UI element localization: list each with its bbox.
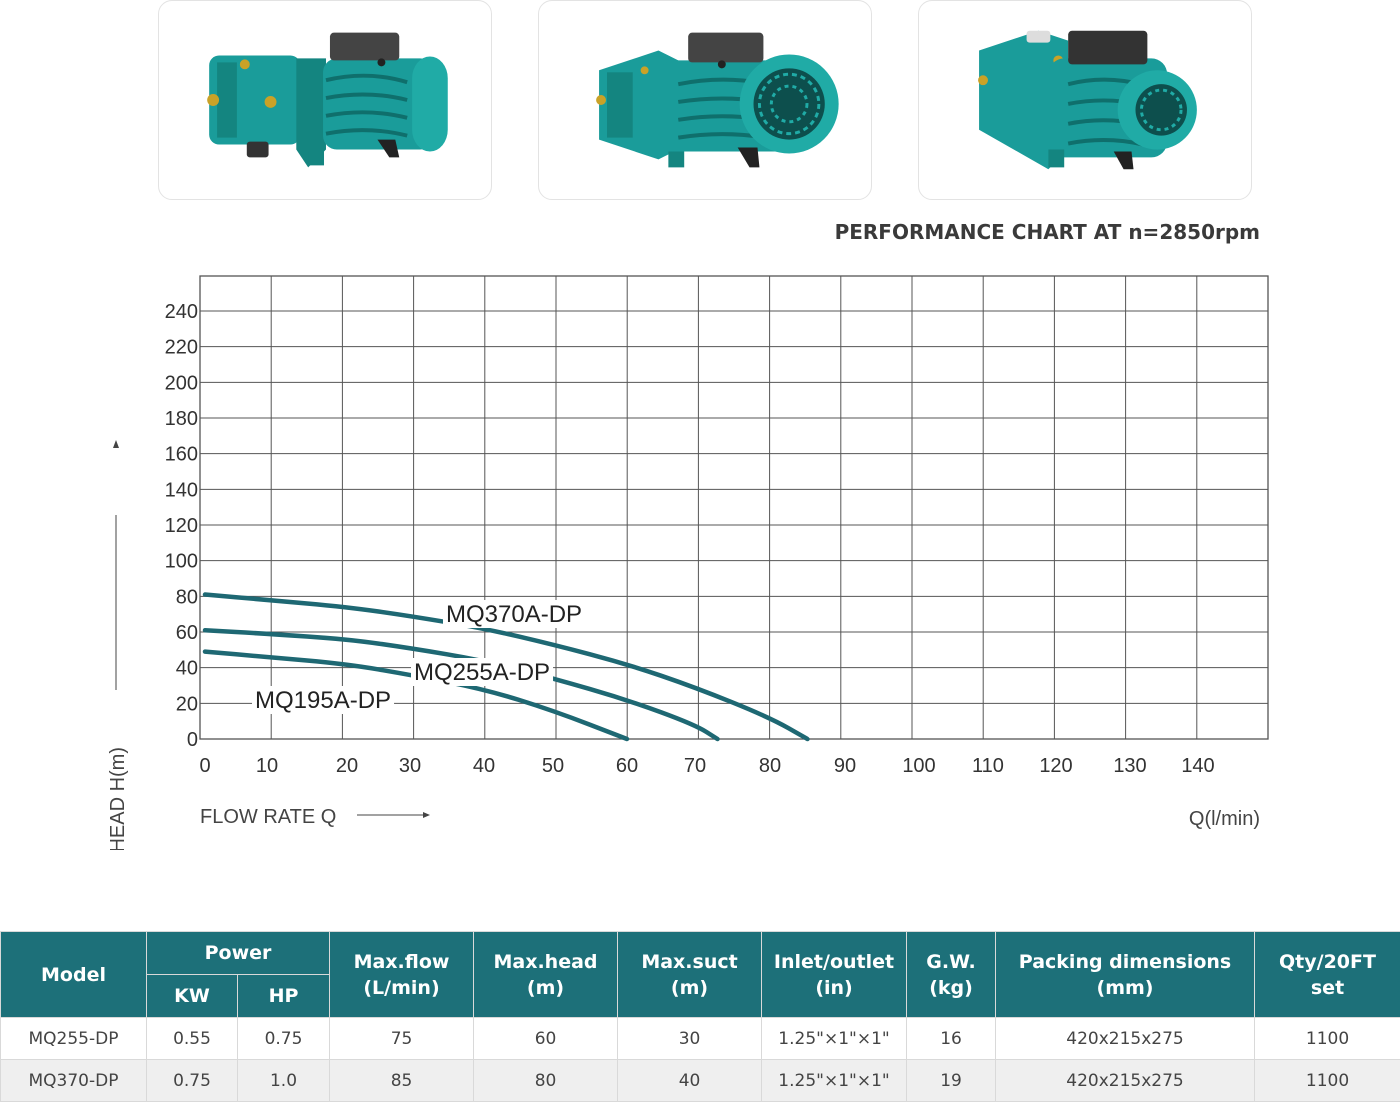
cell-max-head: 80 (473, 1059, 619, 1102)
series-label: MQ255A-DP (414, 659, 550, 686)
x-tick-label: 90 (834, 755, 856, 777)
x-tick-labels: 0 10 20 30 40 50 60 70 80 90 100 110 120 130 140 (199, 755, 1214, 777)
cell-max-flow: 75 (329, 1017, 475, 1060)
y-tick-label: 20 (176, 693, 198, 715)
header-max-head: Max.head (m) (473, 931, 619, 1018)
y-tick-label: 0 (187, 729, 198, 751)
x-tick-label: 10 (256, 755, 278, 777)
product-photo-side (158, 0, 492, 200)
header-qty: Qty/20FT set (1254, 931, 1400, 1018)
y-tick-label: 240 (165, 301, 198, 323)
cell-model: MQ370-DP (0, 1059, 147, 1102)
series-label: MQ370A-DP (446, 601, 582, 628)
y-tick-label: 180 (165, 408, 198, 430)
series-label-bg (252, 686, 395, 714)
cell-qty: 1100 (1254, 1017, 1400, 1060)
y-axis-arrowhead (113, 440, 119, 448)
x-tick-label: 110 (972, 755, 1004, 777)
cell-hp: 1.0 (236, 1059, 331, 1102)
y-tick-label: 100 (165, 551, 198, 573)
chart-title: PERFORMANCE CHART AT n=2850rpm (834, 220, 1260, 244)
y-tick-label: 60 (176, 622, 198, 644)
product-photo-front (538, 0, 872, 200)
header-max-suct: Max.suct (m) (617, 931, 763, 1018)
y-tick-label: 220 (165, 337, 198, 359)
y-tick-label: 120 (165, 515, 198, 537)
x-axis-unit: Q(l/min) (1189, 808, 1260, 830)
x-tick-label: 0 (199, 755, 210, 777)
cell-qty: 1100 (1254, 1059, 1400, 1102)
series-labels: MQ370A-DP MQ255A-DP MQ195A-DP (252, 600, 586, 714)
table-row: MQ255-DP 0.55 0.75 75 60 30 1.25"×1"×1" … (0, 1017, 1400, 1060)
x-tick-label: 40 (473, 755, 495, 777)
y-tick-label: 40 (176, 658, 198, 680)
header-packing: Packing dimensions (mm) (995, 931, 1256, 1018)
pump-front-angle-icon (596, 32, 839, 168)
cell-model: MQ255-DP (0, 1017, 147, 1060)
cell-max-suct: 40 (617, 1059, 763, 1102)
header-hp: HP (236, 974, 331, 1018)
series-label: MQ195A-DP (255, 687, 391, 714)
x-tick-label: 80 (759, 755, 781, 777)
cell-hp: 0.75 (236, 1017, 331, 1060)
y-tick-label: 160 (165, 444, 198, 466)
header-model: Model (0, 931, 147, 1018)
x-tick-label: 30 (399, 755, 421, 777)
header-power: Power (145, 931, 331, 975)
x-tick-label: 140 (1181, 755, 1214, 777)
y-tick-label: 200 (165, 372, 198, 394)
cell-max-flow: 85 (329, 1059, 475, 1102)
series-curve-mq370a-dp (202, 592, 810, 742)
cell-max-head: 60 (473, 1017, 619, 1060)
product-photo-rear (918, 0, 1252, 200)
pump-side-view-icon (207, 32, 448, 168)
cell-inlet-outlet: 1.25"×1"×1" (761, 1017, 908, 1060)
x-tick-label: 120 (1039, 755, 1072, 777)
y-tick-label: 80 (176, 586, 198, 608)
performance-chart: 0 20 40 60 80 100 120 140 160 180 200 220 240 0 10 20 3… (107, 275, 1269, 850)
header-gw: G.W. (kg) (906, 931, 997, 1018)
y-tick-labels: 0 20 40 60 80 100 120 140 160 180 200 220 240 (165, 301, 198, 751)
cell-gw: 16 (906, 1017, 997, 1060)
chart-grid (199, 275, 1269, 740)
y-tick-label: 140 (165, 479, 198, 501)
header-kw: KW (146, 974, 238, 1018)
cell-kw: 0.55 (146, 1017, 238, 1060)
cell-packing: 420x215x275 (995, 1017, 1256, 1060)
y-axis-label: TOTAL HEAD H(m) (107, 747, 129, 850)
x-tick-label: 50 (542, 755, 564, 777)
x-tick-label: 130 (1113, 755, 1146, 777)
series-label-bg (443, 600, 586, 628)
header-max-flow: Max.flow (L/min) (329, 931, 475, 1018)
cell-max-suct: 30 (617, 1017, 763, 1060)
x-tick-label: 70 (684, 755, 706, 777)
series-label-bg (411, 658, 554, 686)
spec-table: Model Power Max.flow (L/min) Max.head (m) … (0, 931, 1400, 1102)
pump-rear-angle-icon (978, 30, 1197, 170)
table-row: MQ370-DP 0.75 1.0 85 80 40 1.25"×1"×1" 1… (0, 1059, 1400, 1102)
header-inlet-outlet: Inlet/outlet (in) (761, 931, 908, 1018)
x-tick-label: 100 (902, 755, 935, 777)
x-axis-arrowhead (423, 812, 430, 818)
cell-inlet-outlet: 1.25"×1"×1" (761, 1059, 908, 1102)
cell-kw: 0.75 (146, 1059, 238, 1102)
cell-gw: 19 (906, 1059, 997, 1102)
cell-packing: 420x215x275 (995, 1059, 1256, 1102)
plot-frame (199, 275, 1269, 740)
x-axis-label: FLOW RATE Q (200, 806, 336, 828)
x-tick-label: 20 (336, 755, 358, 777)
x-tick-label: 60 (616, 755, 638, 777)
